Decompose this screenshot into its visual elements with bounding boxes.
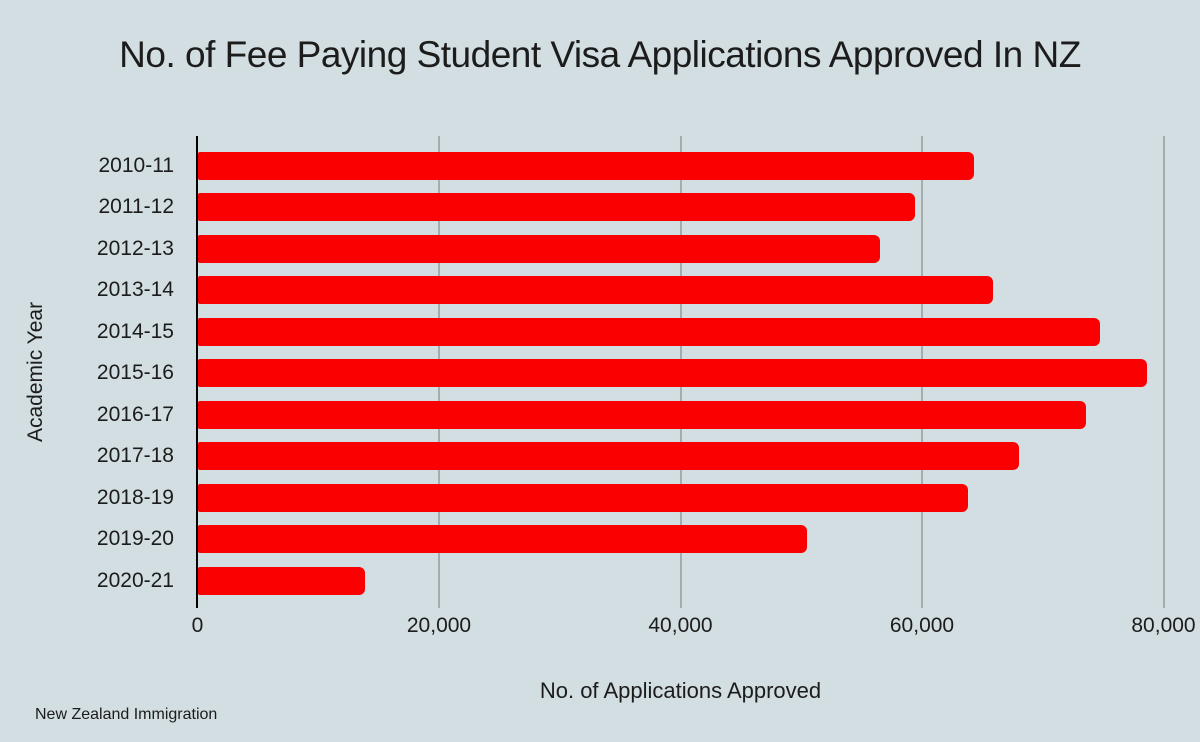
y-tick-label-2012-13: 2012-13 [96, 236, 174, 260]
y-tick-label-2011-12: 2011-12 [98, 195, 174, 218]
x-tick-label-20,000: 20,000 [406, 614, 472, 637]
x-axis-title: No. of Applications Approved [539, 678, 822, 703]
y-axis-line [196, 136, 198, 608]
y-tick-label-2018-19: 2018-19 [96, 485, 174, 509]
bar-2019-20 [198, 525, 807, 553]
x-tick-label-0: 0 [191, 614, 204, 637]
x-tick-label-80,000: 80,000 [1131, 614, 1196, 637]
y-tick-label-2015-16: 2015-16 [96, 361, 174, 384]
bar-2010-11 [198, 151, 975, 180]
gridline-80,000 [1162, 136, 1165, 608]
y-tick-label-2019-20: 2019-20 [96, 527, 174, 550]
bar-2014-15 [198, 317, 1100, 346]
bar-2020-21 [198, 566, 365, 595]
y-tick-label-2020-21: 2020-21 [96, 568, 174, 592]
bar-2018-19 [198, 483, 969, 512]
y-tick-label-2013-14: 2013-14 [96, 278, 174, 301]
bar-2016-17 [198, 400, 1086, 429]
bar-2013-14 [198, 276, 993, 304]
x-tick-label-60,000: 60,000 [889, 614, 955, 637]
y-tick-label-2014-15: 2014-15 [96, 319, 174, 343]
chart-title: No. of Fee Paying Student Visa Applicati… [119, 34, 1081, 75]
y-tick-label-2016-17: 2016-17 [96, 402, 174, 426]
source-attribution: New Zealand Immigration [35, 706, 218, 723]
bar-2012-13 [198, 234, 881, 263]
x-tick-label-40,000: 40,000 [648, 614, 713, 637]
bar-2017-18 [198, 442, 1020, 470]
bar-2011-12 [198, 193, 916, 221]
y-tick-label-2017-18: 2017-18 [96, 444, 174, 467]
y-tick-label-2010-11: 2010-11 [98, 153, 174, 177]
bar-2015-16 [198, 359, 1148, 387]
